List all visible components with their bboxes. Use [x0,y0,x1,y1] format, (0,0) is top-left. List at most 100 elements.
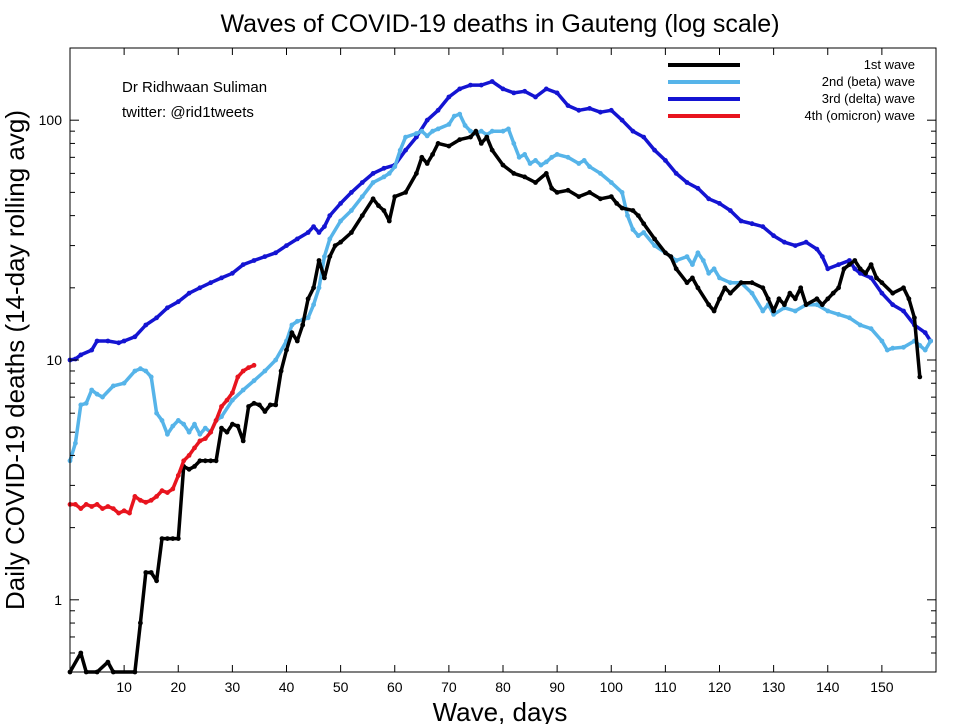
data-point [397,147,403,153]
data-point [186,290,192,296]
data-point [305,296,311,302]
x-tick-label: 40 [279,679,295,695]
data-point [690,275,695,281]
data-point [186,429,192,435]
data-point [143,499,149,505]
data-point [543,171,549,176]
data-point [338,218,343,224]
data-point [511,90,517,96]
data-point [706,270,712,276]
data-point [879,280,885,286]
data-point [641,134,647,140]
data-point [170,423,176,429]
data-point [224,429,230,435]
chart-title: Waves of COVID-19 deaths in Gauteng (log… [220,10,779,38]
data-point [663,250,668,256]
data-point [154,494,160,499]
data-point [554,152,560,157]
data-point [587,190,592,195]
data-point [884,347,890,353]
data-point [424,133,430,139]
data-point [197,431,203,437]
data-point [305,315,311,321]
data-point [294,236,300,242]
data-point [219,414,224,420]
data-point [78,402,84,408]
data-point [695,185,701,191]
data-point [332,243,338,249]
data-point [565,187,571,193]
data-point [630,227,636,232]
data-point [392,164,398,170]
data-point [148,570,154,575]
data-point [917,374,923,380]
x-tick-label: 110 [654,679,677,695]
data-point [771,308,776,314]
data-point [695,250,701,256]
data-point [836,285,841,291]
data-point [792,296,798,302]
data-point [181,458,187,464]
legend-item: 2nd (beta) wave [668,74,915,89]
data-point [527,161,533,166]
data-point [717,296,722,302]
data-point [684,180,690,185]
x-tick-label: 90 [549,679,565,695]
data-point [251,258,257,263]
data-point [922,347,928,353]
data-point [192,421,197,427]
data-point [554,90,560,96]
x-tick-label: 120 [708,679,732,695]
data-point [414,171,419,176]
data-point [381,208,387,213]
legend-label: 1st wave [864,57,915,72]
data-point [462,123,468,128]
data-point [273,402,279,408]
data-point [684,280,690,286]
data-point [322,275,327,281]
data-point [722,285,728,291]
data-point [273,357,279,363]
data-point [863,270,868,276]
data-point [143,368,149,374]
data-point [516,154,522,160]
data-point [338,239,343,245]
data-point [890,345,896,351]
data-point [625,213,630,219]
data-point [138,620,143,626]
data-point [262,254,268,259]
data-point [278,368,284,374]
data-point [803,302,809,308]
data-point [489,79,495,84]
data-point [327,213,333,219]
data-point [825,296,831,302]
data-point [760,308,766,314]
data-point [587,106,592,111]
data-point [901,285,906,291]
data-point [105,659,111,665]
data-point [727,208,733,213]
y-tick-label: 100 [39,112,63,128]
data-point [322,224,327,230]
data-point [852,266,858,272]
data-point [630,208,636,213]
data-point [652,147,657,153]
data-point [316,285,322,291]
data-point [922,330,928,336]
y-tick-label: 1 [54,592,62,608]
data-point [349,208,354,213]
data-point [251,400,257,406]
data-point [240,438,246,444]
x-tick-label: 70 [441,679,457,695]
data-point [121,338,127,344]
data-point [349,230,354,235]
data-point [549,185,555,191]
data-point [695,285,701,291]
data-point [598,196,603,202]
data-point [836,262,841,267]
data-point [430,128,435,134]
data-point [565,103,571,108]
data-point [121,380,127,386]
data-point [711,266,717,272]
data-point [165,431,170,437]
